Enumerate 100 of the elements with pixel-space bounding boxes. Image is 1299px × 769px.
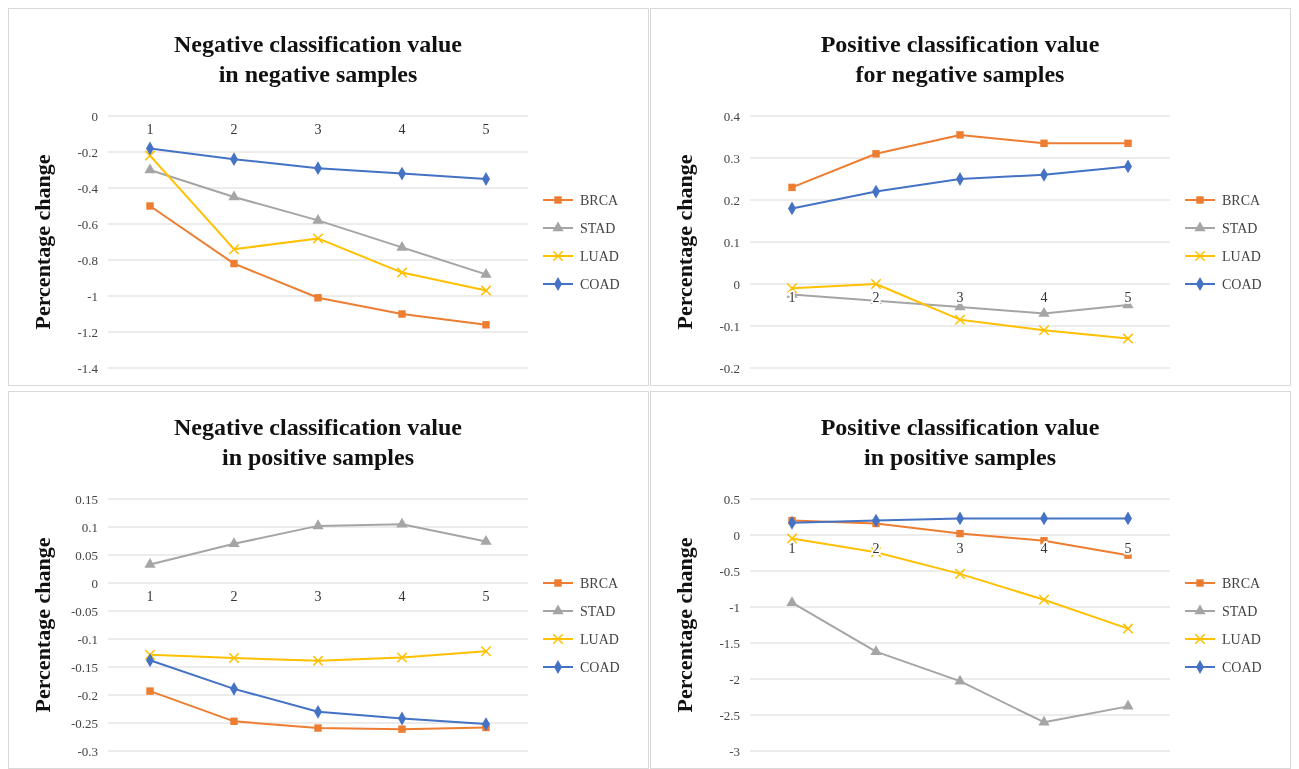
legend-label: COAD: [1222, 276, 1262, 292]
x-tick-label: 5: [482, 122, 490, 137]
legend-label: BRCA: [580, 575, 620, 591]
point: [480, 535, 492, 545]
y-tick-label: -1: [87, 288, 98, 304]
point: [228, 190, 240, 201]
y-tick-label: 0.05: [75, 547, 98, 563]
y-tick-label: -0.05: [70, 603, 98, 619]
y-tick-label: -0.2: [719, 360, 740, 376]
x-tick-label: 2: [230, 122, 238, 137]
point: [228, 243, 240, 255]
y-tick-label: -2.5: [719, 707, 740, 723]
y-tick-label: 0: [733, 276, 740, 292]
x-tick-label: 4: [398, 122, 406, 137]
legend-label: STAD: [1222, 603, 1258, 619]
y-tick-label: -0.4: [77, 180, 99, 196]
y-tick-label: 0.3: [723, 150, 740, 166]
point: [788, 183, 796, 192]
point: [312, 213, 324, 224]
y-tick-label: 0.4: [723, 108, 741, 124]
point: [1122, 333, 1134, 345]
point: [480, 267, 492, 278]
point: [312, 519, 324, 530]
point: [786, 282, 798, 294]
x-tick-label: 1: [146, 122, 154, 137]
point: [144, 649, 156, 661]
y-axis-title: Percentage change: [30, 537, 55, 713]
y-axis-title: Percentage change: [672, 537, 697, 713]
point: [146, 687, 154, 695]
legend-label: LUAD: [1222, 248, 1261, 264]
chart-title: Positive classification value in positive samples: [820, 414, 1100, 470]
y-tick-label: -1.4: [77, 360, 99, 376]
legend-label: LUAD: [580, 631, 619, 647]
x-tick-label: 1: [146, 589, 154, 604]
point: [954, 314, 966, 326]
x-tick-label: 5: [482, 589, 490, 604]
point: [1038, 306, 1050, 317]
point: [1122, 623, 1134, 635]
legend-label: LUAD: [580, 248, 619, 264]
x-tick-label: 5: [1124, 290, 1132, 305]
point: [1040, 139, 1048, 148]
x-tick-label: 1: [788, 290, 796, 305]
legend-label: COAD: [580, 276, 620, 292]
point: [786, 596, 798, 606]
y-tick-label: -0.8: [77, 252, 98, 268]
legend-label: LUAD: [1222, 631, 1261, 647]
point: [956, 529, 964, 538]
point: [1122, 699, 1134, 710]
point: [398, 725, 406, 733]
point: [786, 533, 798, 545]
point: [146, 202, 154, 210]
point: [954, 568, 966, 580]
y-axis-title: Percentage change: [672, 154, 697, 330]
point: [482, 321, 490, 329]
y-tick-label: -3: [729, 743, 740, 759]
point: [230, 717, 238, 726]
legend-label: COAD: [580, 659, 620, 675]
y-tick-label: -0.1: [77, 631, 98, 647]
point: [314, 724, 322, 732]
point: [1124, 139, 1132, 148]
point: [144, 558, 156, 568]
point: [954, 674, 966, 685]
point: [398, 310, 406, 318]
point: [1038, 594, 1050, 606]
y-tick-label: -2: [729, 671, 740, 687]
x-tick-label: 3: [314, 589, 322, 604]
legend-label: STAD: [580, 220, 616, 236]
y-tick-label: 0: [91, 108, 98, 124]
legend-label: STAD: [1222, 220, 1258, 236]
x-tick-label: 1: [788, 541, 796, 556]
chart-title: Negative classification value in negative samples: [174, 31, 463, 87]
y-tick-label: -0.6: [77, 216, 99, 232]
y-tick-label: -0.2: [77, 144, 98, 160]
y-tick-label: -0.2: [77, 687, 98, 703]
y-tick-label: -0.1: [719, 318, 740, 334]
y-tick-label: -0.15: [70, 659, 98, 675]
x-tick-label: 2: [230, 589, 238, 604]
legend-label: BRCA: [1222, 192, 1262, 208]
point: [396, 652, 408, 663]
point: [956, 131, 964, 139]
point: [144, 163, 156, 174]
point: [870, 278, 882, 290]
point: [228, 652, 240, 664]
point: [228, 537, 240, 548]
y-tick-label: -0.25: [70, 715, 98, 731]
x-tick-label: 4: [1040, 541, 1048, 556]
point: [480, 285, 492, 297]
y-tick-label: 0: [733, 527, 740, 543]
y-tick-label: 0.1: [81, 519, 98, 535]
legend-label: BRCA: [1222, 575, 1262, 591]
y-tick-label: 0.1: [723, 234, 740, 250]
point: [1038, 324, 1050, 336]
x-tick-label: 4: [398, 589, 406, 604]
y-tick-label: 0: [91, 575, 98, 591]
y-tick-label: -1.2: [77, 324, 98, 340]
point: [144, 150, 156, 162]
chart-title: Negative classification value in positive samples: [174, 414, 463, 470]
chart-title: Positive classification value for negative samples: [820, 31, 1100, 87]
y-tick-label: -1: [729, 599, 740, 615]
point: [480, 645, 492, 657]
